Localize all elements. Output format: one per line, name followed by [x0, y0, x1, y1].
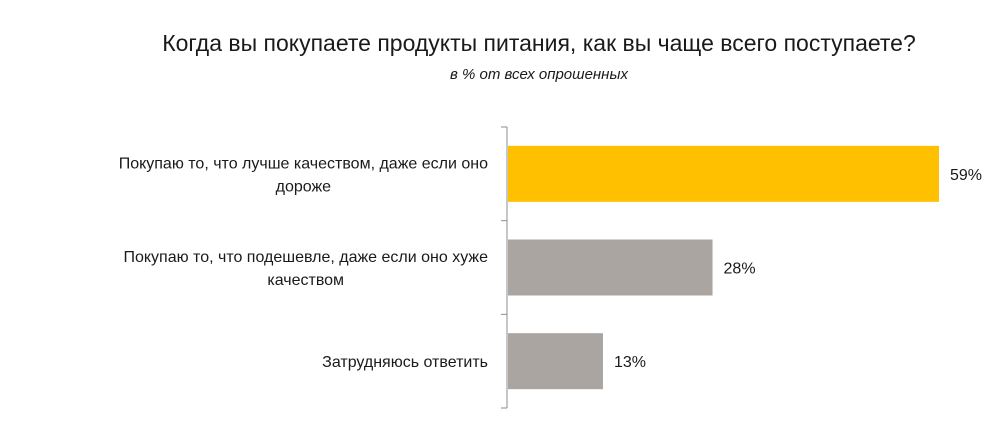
category-label: качеством [267, 272, 344, 289]
category-label: Затрудняюсь ответить [322, 354, 488, 371]
bar [508, 333, 603, 390]
value-label: 59% [950, 167, 982, 184]
chart-subtitle: в % от всех опрошенных [450, 66, 628, 83]
bar [508, 239, 713, 296]
category-label: Покупаю то, что подешевле, даже если оно… [123, 249, 488, 266]
bar [508, 145, 939, 202]
chart-title: Когда вы покупаете продукты питания, как… [162, 30, 916, 56]
value-label: 13% [614, 354, 646, 371]
category-label: Покупаю то, что лучше качеством, даже ес… [119, 155, 488, 172]
category-label: дороже [276, 178, 332, 195]
value-label: 28% [724, 261, 756, 278]
